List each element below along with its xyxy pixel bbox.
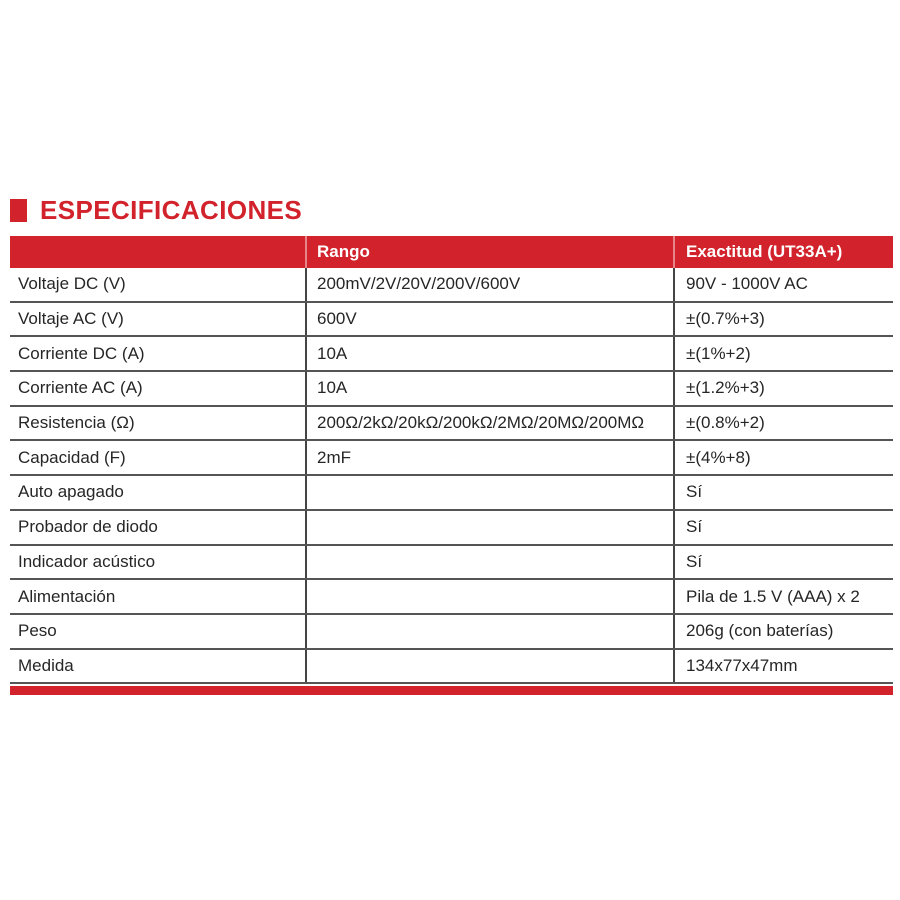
cell-parameter: Voltaje DC (V) <box>18 274 126 294</box>
table-row: Auto apagado Sí <box>10 476 893 511</box>
table-row: Capacidad (F) 2mF ±(4%+8) <box>10 441 893 477</box>
cell-rango: 10A <box>305 372 673 405</box>
cell-exactitud: 134x77x47mm <box>673 649 893 683</box>
cell-rango <box>305 476 673 509</box>
cell-exactitud: Pila de 1.5 V (AAA) x 2 <box>673 580 893 613</box>
cell-parameter: Voltaje AC (V) <box>18 309 124 329</box>
cell-exactitud: ±(4%+8) <box>673 441 893 475</box>
cell-rango: 10A <box>305 337 673 371</box>
table-row: Probador de diodo Sí <box>10 510 893 546</box>
cell-exactitud: 206g (con baterías) <box>673 614 893 648</box>
cell-rango <box>305 649 673 683</box>
cell-parameter: Resistencia (Ω) <box>18 413 135 433</box>
header-cell-exactitud: Exactitud (UT33A+) <box>673 236 893 268</box>
header-cell-rango: Rango <box>305 236 673 268</box>
cell-parameter: Auto apagado <box>18 482 124 502</box>
table-row: Voltaje AC (V) 600V ±(0.7%+3) <box>10 302 893 338</box>
table-row: Indicador acústico Sí <box>10 545 893 581</box>
table-row: Alimentación Pila de 1.5 V (AAA) x 2 <box>10 580 893 615</box>
section-title-row: ESPECIFICACIONES <box>10 194 893 225</box>
cell-parameter: Corriente AC (A) <box>18 378 143 398</box>
cell-parameter: Medida <box>18 655 74 675</box>
table-row: Corriente DC (A) 10A ±(1%+2) <box>10 337 893 373</box>
spec-table: Rango Exactitud (UT33A+) Voltaje DC (V) … <box>10 236 893 696</box>
cell-exactitud: Sí <box>673 476 893 509</box>
cell-rango: 600V <box>305 302 673 336</box>
header-cell-parameter <box>10 236 305 268</box>
cell-rango <box>305 545 673 579</box>
table-header-row: Rango Exactitud (UT33A+) <box>10 236 893 268</box>
cell-rango: 2mF <box>305 441 673 475</box>
cell-exactitud: Sí <box>673 510 893 544</box>
spec-sheet: ESPECIFICACIONES Rango Exactitud (UT33A+… <box>10 194 893 696</box>
cell-parameter: Indicador acústico <box>18 551 156 571</box>
cell-rango <box>305 580 673 613</box>
table-row: Peso 206g (con baterías) <box>10 614 893 650</box>
table-row: Resistencia (Ω) 200Ω/2kΩ/20kΩ/200kΩ/2MΩ/… <box>10 406 893 442</box>
title-bullet-square <box>10 198 27 222</box>
cell-parameter: Probador de diodo <box>18 517 158 537</box>
cell-rango <box>305 510 673 544</box>
cell-parameter: Peso <box>18 621 57 641</box>
table-bottom-accent-bar <box>10 686 893 696</box>
cell-rango <box>305 614 673 648</box>
cell-exactitud: ±(1.2%+3) <box>673 372 893 405</box>
cell-exactitud: Sí <box>673 545 893 579</box>
cell-exactitud: ±(0.8%+2) <box>673 406 893 440</box>
table-row: Medida 134x77x47mm <box>10 649 893 685</box>
cell-parameter: Corriente DC (A) <box>18 343 145 363</box>
cell-exactitud: ±(1%+2) <box>673 337 893 371</box>
cell-rango: 200mV/2V/20V/200V/600V <box>305 268 673 301</box>
cell-exactitud: 90V - 1000V AC <box>673 268 893 301</box>
cell-parameter: Capacidad (F) <box>18 447 126 467</box>
table-row: Voltaje DC (V) 200mV/2V/20V/200V/600V 90… <box>10 268 893 303</box>
cell-exactitud: ±(0.7%+3) <box>673 302 893 336</box>
cell-parameter: Alimentación <box>18 586 116 606</box>
page-title: ESPECIFICACIONES <box>40 194 303 225</box>
table-row: Corriente AC (A) 10A ±(1.2%+3) <box>10 372 893 407</box>
cell-rango: 200Ω/2kΩ/20kΩ/200kΩ/2MΩ/20MΩ/200MΩ <box>305 406 673 440</box>
